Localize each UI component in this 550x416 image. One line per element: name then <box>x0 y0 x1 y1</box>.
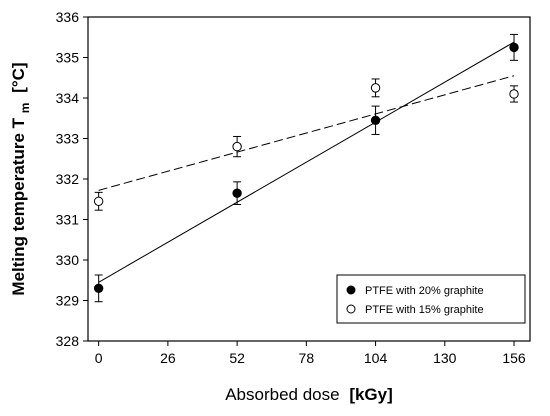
x-tick-label: 0 <box>95 350 103 366</box>
data-point-series-0 <box>509 42 519 53</box>
x-tick-label: 52 <box>229 350 245 366</box>
y-tick-label: 328 <box>56 333 80 349</box>
fit-lines <box>98 41 515 283</box>
legend-box <box>336 274 526 324</box>
x-tick-label: 26 <box>160 350 176 366</box>
y-axis-subscript: m <box>18 103 32 114</box>
fit-line-series-0 <box>98 41 515 283</box>
x-tick-label: 78 <box>299 350 315 366</box>
x-axis-title: Absorbed dose [kGy] <box>225 385 393 404</box>
y-tick-label: 332 <box>56 171 80 187</box>
legend: PTFE with 20% graphite PTFE with 15% gra… <box>336 274 526 324</box>
data-point-series-0 <box>93 283 104 294</box>
legend-label-20-percent-graphite: PTFE with 20% graphite <box>365 285 484 297</box>
y-tick-label: 331 <box>56 212 80 228</box>
data-point-series-1 <box>232 141 242 152</box>
error-bars <box>94 33 519 303</box>
y-axis-title: Melting temperature T m [°C] <box>9 62 33 295</box>
y-tick-label: 333 <box>56 131 80 147</box>
legend-marker-15-percent-graphite <box>346 304 356 314</box>
data-point-series-1 <box>370 83 381 93</box>
y-tick-label: 329 <box>56 293 80 309</box>
legend-marker-20-percent-graphite <box>346 285 356 295</box>
x-axis-unit: [kGy] <box>349 385 392 404</box>
y-tick-label: 335 <box>56 50 80 66</box>
data-point-series-0 <box>370 115 381 125</box>
data-point-series-0 <box>232 188 242 198</box>
x-axis-label: Absorbed dose <box>225 385 339 404</box>
x-tick-label: 104 <box>364 350 388 366</box>
y-axis-ticks: 328 329 330 331 332 333 334 335 336 <box>56 9 88 349</box>
y-tick-label: 336 <box>56 9 80 25</box>
y-axis-unit: [°C] <box>9 62 28 92</box>
y-tick-label: 334 <box>56 90 80 106</box>
x-tick-label: 156 <box>502 350 526 366</box>
data-point-series-1 <box>509 89 519 99</box>
x-tick-label: 130 <box>433 350 457 366</box>
legend-label-15-percent-graphite: PTFE with 15% graphite <box>365 304 484 316</box>
y-axis-label: Melting temperature T <box>9 117 28 295</box>
y-tick-label: 330 <box>56 252 80 268</box>
x-axis-ticks: 0 26 52 78 104 130 156 <box>95 341 526 366</box>
fit-line-series-1 <box>98 75 515 191</box>
data-point-series-1 <box>93 196 104 206</box>
data-points <box>93 42 519 294</box>
